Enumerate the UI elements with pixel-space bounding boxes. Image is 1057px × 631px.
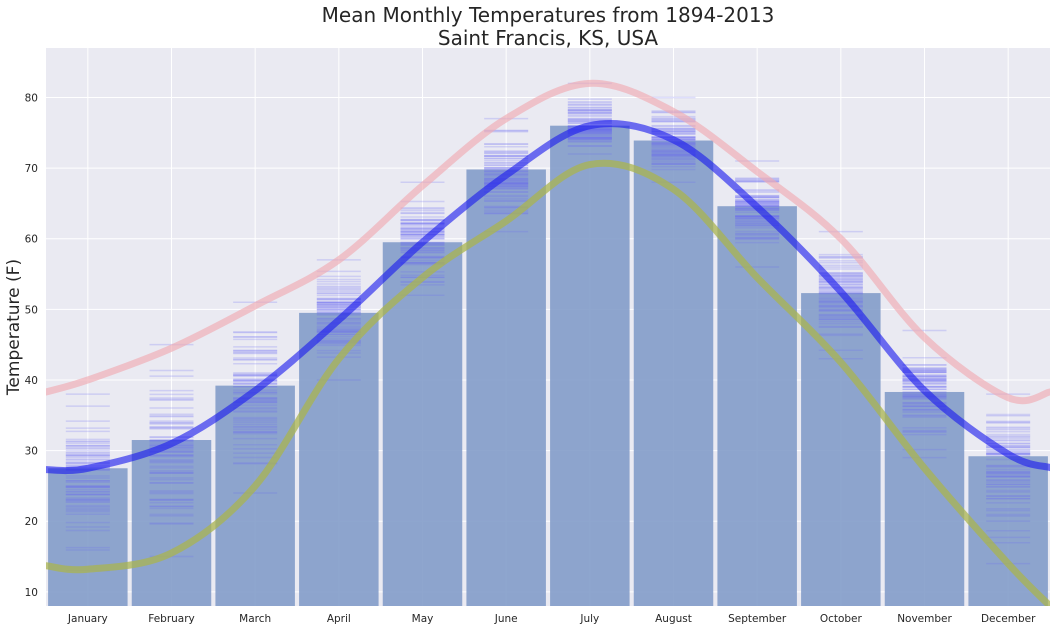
bars [48, 125, 1048, 607]
y-tick-label: 60 [25, 234, 38, 246]
bar-september [717, 206, 797, 607]
x-tick-label: November [897, 613, 952, 625]
x-tick-label: March [239, 613, 271, 625]
x-tick-label: April [327, 613, 351, 625]
x-tick-label: October [820, 613, 863, 625]
y-tick-label: 10 [25, 587, 38, 599]
bar-january [48, 468, 128, 606]
y-tick-label: 80 [25, 92, 38, 104]
bar-february [131, 440, 212, 606]
x-tick-label: September [728, 613, 787, 625]
x-tick-label: February [148, 613, 195, 625]
bar-october [801, 293, 881, 606]
chart-subtitle: Saint Francis, KS, USA [438, 26, 659, 50]
series-line-0 [46, 79, 1050, 405]
y-tick-label: 40 [25, 375, 38, 387]
x-ticks: January February March April May June July Augu… [67, 613, 1036, 625]
x-tick-label: December [981, 613, 1036, 625]
x-tick-label: May [412, 613, 434, 625]
x-tick-label: July [579, 613, 599, 625]
x-tick-label: August [655, 613, 692, 625]
bar-august [633, 140, 714, 606]
y-tick-label: 50 [25, 304, 38, 316]
series-lines [46, 79, 1050, 606]
bar-march [215, 385, 295, 606]
y-tick-label: 20 [25, 516, 38, 528]
y-tick-label: 30 [25, 446, 38, 458]
y-axis-label: Temperature (F) [4, 259, 24, 396]
y-ticks: 10 20 30 40 50 60 70 80 [25, 92, 38, 598]
bar-july [550, 125, 630, 607]
bar-june [466, 169, 546, 607]
series-line-2 [46, 159, 1050, 606]
x-tick-label: January [67, 613, 108, 625]
x-tick-label: June [494, 613, 518, 625]
y-tick-label: 70 [25, 163, 38, 175]
series-line-1 [46, 120, 1050, 475]
chart-title: Mean Monthly Temperatures from 1894-2013 [322, 3, 775, 27]
